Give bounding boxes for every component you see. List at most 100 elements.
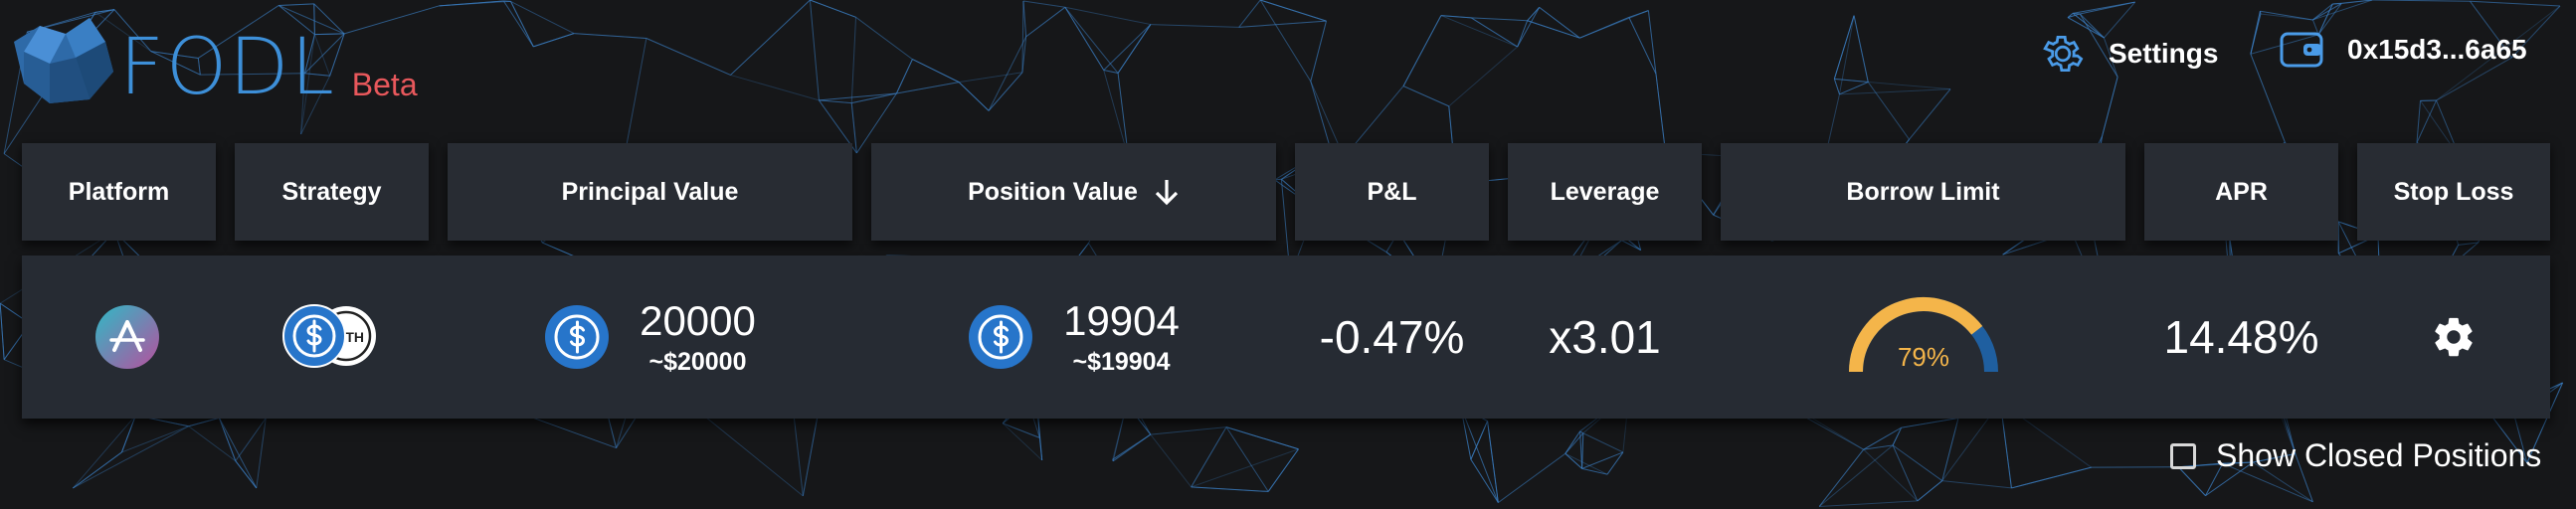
- mesh-line: [198, 5, 279, 59]
- mesh-line: [1150, 24, 1239, 28]
- mesh-line: [1103, 70, 1119, 74]
- borrow-limit-gauge: 79%: [1848, 297, 1998, 373]
- mesh-line: [2205, 462, 2224, 496]
- mesh-line: [2511, 5, 2561, 59]
- mesh-line: [197, 58, 201, 76]
- mesh-line: [197, 58, 201, 76]
- mesh-line: [2311, 19, 2319, 36]
- mesh-line: [1581, 467, 1608, 475]
- mesh-line: [188, 417, 220, 427]
- mesh-line: [1628, 10, 1649, 18]
- mesh-line: [2250, 54, 2286, 143]
- mesh-line: [1941, 418, 1959, 481]
- mesh-line: [645, 38, 731, 76]
- mesh-line: [1564, 452, 1608, 475]
- column-header-platform[interactable]: Platform: [22, 143, 216, 241]
- mesh-line: [1470, 458, 1499, 503]
- mesh-line: [1839, 88, 1951, 95]
- borrow-limit-value: 79%: [1897, 342, 1948, 372]
- column-header-leverage[interactable]: Leverage: [1508, 143, 1702, 241]
- mesh-line: [1853, 15, 1869, 83]
- position-row[interactable]: ETH 20000 ~$20000: [22, 255, 2550, 419]
- column-header-principal-value[interactable]: Principal Value: [448, 143, 852, 241]
- mesh-line: [1460, 406, 1499, 503]
- column-header-borrow-limit[interactable]: Borrow Limit: [1721, 143, 2125, 241]
- mesh-line: [809, 0, 820, 100]
- column-header-stop-loss[interactable]: Stop Loss: [2357, 143, 2550, 241]
- mesh-line: [2416, 100, 2421, 143]
- mesh-line: [300, 75, 331, 135]
- show-closed-positions-toggle[interactable]: Show Closed Positions: [2170, 437, 2541, 474]
- column-header-strategy[interactable]: Strategy: [235, 143, 429, 241]
- mesh-line: [150, 51, 199, 59]
- strategy-pair-icon: ETH: [282, 304, 376, 368]
- mesh-line: [510, 1, 534, 48]
- mesh-line: [303, 34, 315, 74]
- mesh-line: [1003, 423, 1040, 438]
- mesh-line: [2526, 382, 2564, 463]
- mesh-line: [573, 33, 646, 39]
- wallet-button[interactable]: 0x15d3...6a65: [2280, 30, 2527, 70]
- wallet-address: 0x15d3...6a65: [2347, 34, 2527, 65]
- mesh-line: [855, 92, 897, 154]
- apr-value: 14.48%: [2163, 311, 2319, 363]
- mesh-line: [510, 0, 575, 35]
- mesh-line: [2317, 3, 2333, 36]
- mesh-line: [2067, 17, 2105, 39]
- show-closed-checkbox[interactable]: [2170, 442, 2196, 469]
- mesh-line: [1117, 24, 1152, 74]
- mesh-line: [2458, 242, 2479, 246]
- mesh-line: [1470, 17, 1518, 48]
- mesh-line: [1259, 0, 1312, 83]
- mesh-line: [851, 92, 897, 104]
- mesh-line: [278, 3, 314, 6]
- mesh-line: [1025, 6, 1066, 38]
- mesh-line: [2317, 3, 2342, 36]
- mesh-line: [1112, 433, 1152, 460]
- stop-loss-gear-icon[interactable]: [2431, 314, 2477, 360]
- mesh-line: [1064, 6, 1119, 74]
- mesh-line: [1517, 20, 1529, 48]
- mesh-line: [1238, 0, 1261, 28]
- mesh-line: [1581, 451, 1624, 469]
- mesh-line: [2490, 416, 2528, 463]
- column-header-position-value[interactable]: Position Value: [871, 143, 1276, 241]
- column-header-pnl[interactable]: P&L: [1295, 143, 1489, 241]
- mesh-line: [1909, 88, 1951, 140]
- mesh-line: [235, 418, 267, 462]
- mesh-line: [1402, 85, 1450, 107]
- mesh-line: [730, 0, 811, 76]
- mesh-line: [959, 72, 1023, 84]
- mesh-line: [1022, 0, 1027, 37]
- principal-usd: ~$20000: [648, 347, 747, 376]
- mesh-line: [1517, 20, 1529, 48]
- mesh-line: [2104, 1, 2136, 39]
- apr-cell: 14.48%: [2144, 255, 2338, 419]
- mesh-line: [895, 59, 913, 94]
- mesh-line: [2067, 17, 2105, 39]
- mesh-line: [2260, 10, 2313, 21]
- mesh-line: [1863, 444, 1894, 450]
- mesh-line: [2311, 19, 2319, 36]
- usdc-icon: [282, 304, 346, 368]
- mesh-line: [1647, 10, 1657, 75]
- mesh-line: [1498, 452, 1566, 503]
- mesh-line: [2470, 0, 2561, 7]
- column-header-label: Stop Loss: [2393, 177, 2514, 206]
- mesh-line: [2416, 100, 2421, 143]
- mesh-line: [1868, 82, 1951, 90]
- mesh-line: [2458, 242, 2479, 246]
- column-header-apr[interactable]: APR: [2144, 143, 2338, 241]
- mesh-line: [1867, 82, 1910, 140]
- mesh-line: [1579, 10, 1649, 39]
- fodl-logo[interactable]: FODL Beta: [10, 12, 418, 107]
- settings-label: Settings: [2109, 38, 2219, 69]
- mesh-line: [304, 33, 345, 75]
- mesh-line: [278, 5, 345, 35]
- settings-button[interactable]: Settings: [2039, 30, 2218, 78]
- mesh-line: [120, 415, 136, 453]
- mesh-line: [303, 34, 315, 74]
- principal-amount: 20000: [640, 296, 756, 344]
- mesh-line: [2470, 0, 2512, 59]
- mesh-line: [850, 17, 857, 103]
